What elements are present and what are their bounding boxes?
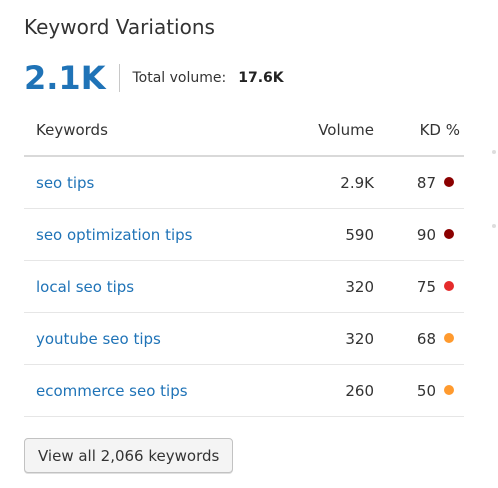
- total-volume-label: Total volume:: [132, 70, 227, 86]
- volume-cell: 320: [282, 312, 390, 365]
- kd-dot-icon: [444, 333, 454, 343]
- header-kd: KD %: [390, 104, 464, 157]
- header-volume: Volume: [282, 104, 390, 157]
- kd-dot-icon: [444, 229, 454, 239]
- adjacent-panel-edge: [492, 150, 496, 298]
- keyword-link[interactable]: youtube seo tips: [36, 329, 161, 348]
- keyword-link[interactable]: local seo tips: [36, 277, 135, 296]
- kd-value: 68: [416, 329, 436, 348]
- keyword-cell: ecommerce seo tips: [24, 364, 282, 417]
- keyword-link[interactable]: seo optimization tips: [36, 225, 193, 244]
- table-row: seo optimization tips 590 90: [24, 208, 464, 261]
- widget-title: Keyword Variations: [24, 15, 215, 39]
- table-row: local seo tips 320 75: [24, 260, 464, 313]
- kd-cell: 75: [390, 260, 464, 313]
- kd-value: 87: [416, 173, 436, 192]
- kd-dot-icon: [444, 385, 454, 395]
- volume-cell: 260: [282, 364, 390, 417]
- keyword-cell: seo tips: [24, 156, 282, 209]
- keyword-link[interactable]: seo tips: [36, 173, 95, 192]
- kd-cell: 50: [390, 364, 464, 417]
- volume-cell: 2.9K: [282, 156, 390, 209]
- header-keywords: Keywords: [24, 104, 282, 157]
- table-header-row: Keywords Volume KD %: [24, 104, 464, 157]
- volume-cell: 320: [282, 260, 390, 313]
- summary-row: 2.1K Total volume: 17.6K: [24, 58, 284, 98]
- table-row: youtube seo tips 320 68: [24, 312, 464, 365]
- kd-dot-icon: [444, 281, 454, 291]
- volume-cell: 590: [282, 208, 390, 261]
- total-volume-value: 17.6K: [238, 70, 284, 86]
- edge-mark: [492, 150, 496, 154]
- keyword-cell: local seo tips: [24, 260, 282, 313]
- kd-value: 75: [416, 277, 436, 296]
- keywords-table: Keywords Volume KD % seo tips 2.9K 87 se…: [24, 104, 464, 417]
- kd-cell: 68: [390, 312, 464, 365]
- keyword-link[interactable]: ecommerce seo tips: [36, 381, 188, 400]
- table-row: ecommerce seo tips 260 50: [24, 364, 464, 417]
- keyword-count[interactable]: 2.1K: [24, 59, 106, 97]
- table-row: seo tips 2.9K 87: [24, 156, 464, 209]
- kd-cell: 87: [390, 156, 464, 209]
- view-all-keywords-button[interactable]: View all 2,066 keywords: [24, 438, 234, 473]
- keyword-cell: seo optimization tips: [24, 208, 282, 261]
- kd-value: 90: [416, 225, 436, 244]
- kd-cell: 90: [390, 208, 464, 261]
- keyword-cell: youtube seo tips: [24, 312, 282, 365]
- edge-mark: [492, 224, 496, 228]
- kd-value: 50: [416, 381, 436, 400]
- kd-dot-icon: [444, 177, 454, 187]
- summary-divider: [119, 64, 121, 92]
